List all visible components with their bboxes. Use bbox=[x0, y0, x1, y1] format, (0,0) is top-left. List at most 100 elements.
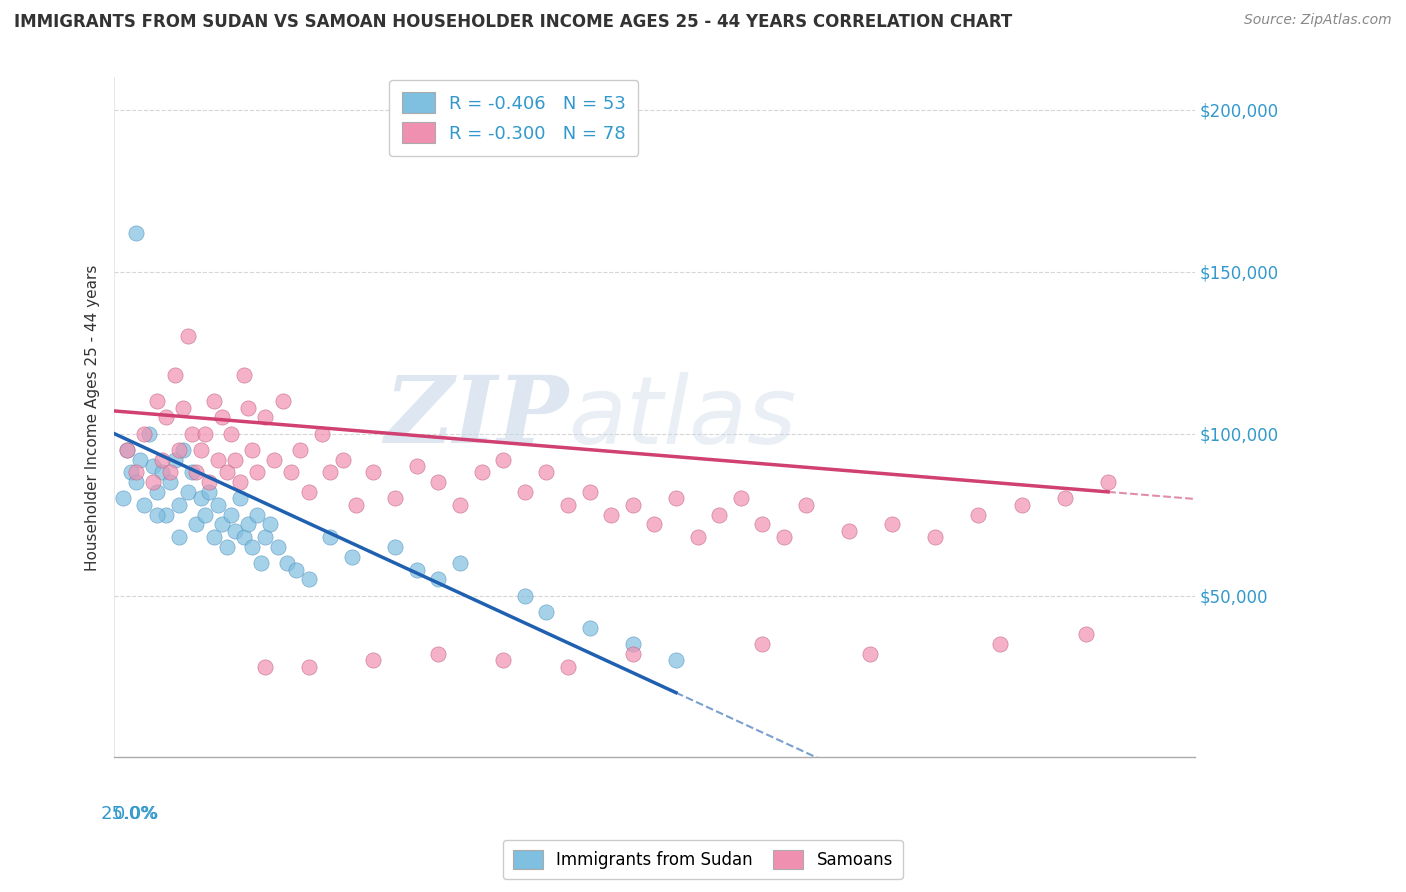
Point bbox=[232, 368, 254, 383]
Point bbox=[176, 329, 198, 343]
Text: Source: ZipAtlas.com: Source: ZipAtlas.com bbox=[1244, 13, 1392, 28]
Point bbox=[242, 442, 264, 457]
Point bbox=[267, 540, 290, 554]
Point bbox=[125, 475, 148, 490]
Point bbox=[344, 498, 367, 512]
Point bbox=[319, 530, 342, 544]
Point bbox=[384, 540, 406, 554]
Point bbox=[150, 466, 173, 480]
Point bbox=[405, 563, 427, 577]
Point bbox=[219, 508, 242, 522]
Point bbox=[138, 426, 160, 441]
Point bbox=[163, 452, 186, 467]
Point bbox=[621, 637, 644, 651]
Point bbox=[319, 466, 342, 480]
Point bbox=[167, 442, 190, 457]
Point bbox=[111, 491, 134, 506]
Point bbox=[202, 530, 225, 544]
Point bbox=[142, 475, 165, 490]
Point bbox=[125, 226, 148, 240]
Point bbox=[924, 530, 946, 544]
Point bbox=[643, 517, 665, 532]
Point bbox=[207, 498, 229, 512]
Point bbox=[232, 530, 254, 544]
Point bbox=[263, 452, 285, 467]
Point bbox=[115, 442, 138, 457]
Point bbox=[242, 540, 264, 554]
Point bbox=[186, 466, 208, 480]
Point bbox=[1097, 475, 1119, 490]
Point bbox=[859, 647, 882, 661]
Point bbox=[1076, 627, 1098, 641]
Point bbox=[1011, 498, 1033, 512]
Point bbox=[219, 426, 242, 441]
Point bbox=[271, 394, 294, 409]
Point bbox=[224, 452, 246, 467]
Point bbox=[146, 484, 169, 499]
Point bbox=[163, 368, 186, 383]
Point bbox=[686, 530, 709, 544]
Point bbox=[236, 401, 259, 415]
Point bbox=[513, 589, 536, 603]
Point bbox=[880, 517, 903, 532]
Point bbox=[254, 410, 277, 425]
Point bbox=[194, 426, 217, 441]
Point bbox=[146, 394, 169, 409]
Point bbox=[513, 484, 536, 499]
Y-axis label: Householder Income Ages 25 - 44 years: Householder Income Ages 25 - 44 years bbox=[86, 264, 100, 571]
Point bbox=[198, 475, 221, 490]
Point bbox=[578, 621, 600, 635]
Point bbox=[259, 517, 281, 532]
Point bbox=[159, 475, 181, 490]
Point bbox=[967, 508, 990, 522]
Point bbox=[363, 466, 385, 480]
Point bbox=[665, 653, 688, 667]
Point bbox=[794, 498, 817, 512]
Point bbox=[405, 458, 427, 473]
Point bbox=[288, 442, 311, 457]
Point bbox=[280, 466, 302, 480]
Point bbox=[284, 563, 307, 577]
Point bbox=[224, 524, 246, 538]
Text: 25.0%: 25.0% bbox=[100, 805, 157, 823]
Point bbox=[228, 475, 250, 490]
Point bbox=[311, 426, 333, 441]
Point bbox=[492, 653, 515, 667]
Point bbox=[228, 491, 250, 506]
Point bbox=[427, 647, 450, 661]
Point bbox=[578, 484, 600, 499]
Text: IMMIGRANTS FROM SUDAN VS SAMOAN HOUSEHOLDER INCOME AGES 25 - 44 YEARS CORRELATIO: IMMIGRANTS FROM SUDAN VS SAMOAN HOUSEHOL… bbox=[14, 13, 1012, 31]
Point bbox=[198, 484, 221, 499]
Point bbox=[125, 466, 148, 480]
Point bbox=[557, 659, 579, 673]
Point bbox=[536, 605, 558, 619]
Point bbox=[536, 466, 558, 480]
Point bbox=[557, 498, 579, 512]
Point bbox=[190, 491, 212, 506]
Point bbox=[202, 394, 225, 409]
Point bbox=[181, 426, 204, 441]
Point bbox=[298, 572, 321, 586]
Point bbox=[363, 653, 385, 667]
Point bbox=[129, 452, 152, 467]
Point bbox=[155, 410, 177, 425]
Point bbox=[751, 637, 773, 651]
Point bbox=[298, 659, 321, 673]
Point bbox=[121, 466, 143, 480]
Legend: R = -0.406   N = 53, R = -0.300   N = 78: R = -0.406 N = 53, R = -0.300 N = 78 bbox=[389, 79, 638, 156]
Point bbox=[115, 442, 138, 457]
Point bbox=[176, 484, 198, 499]
Point bbox=[427, 572, 450, 586]
Point bbox=[167, 498, 190, 512]
Point bbox=[146, 508, 169, 522]
Point bbox=[246, 466, 269, 480]
Point bbox=[155, 508, 177, 522]
Point bbox=[142, 458, 165, 473]
Point bbox=[186, 517, 208, 532]
Text: ZIP: ZIP bbox=[384, 373, 568, 462]
Point bbox=[134, 426, 156, 441]
Point bbox=[449, 498, 471, 512]
Point bbox=[194, 508, 217, 522]
Point bbox=[172, 401, 194, 415]
Point bbox=[134, 498, 156, 512]
